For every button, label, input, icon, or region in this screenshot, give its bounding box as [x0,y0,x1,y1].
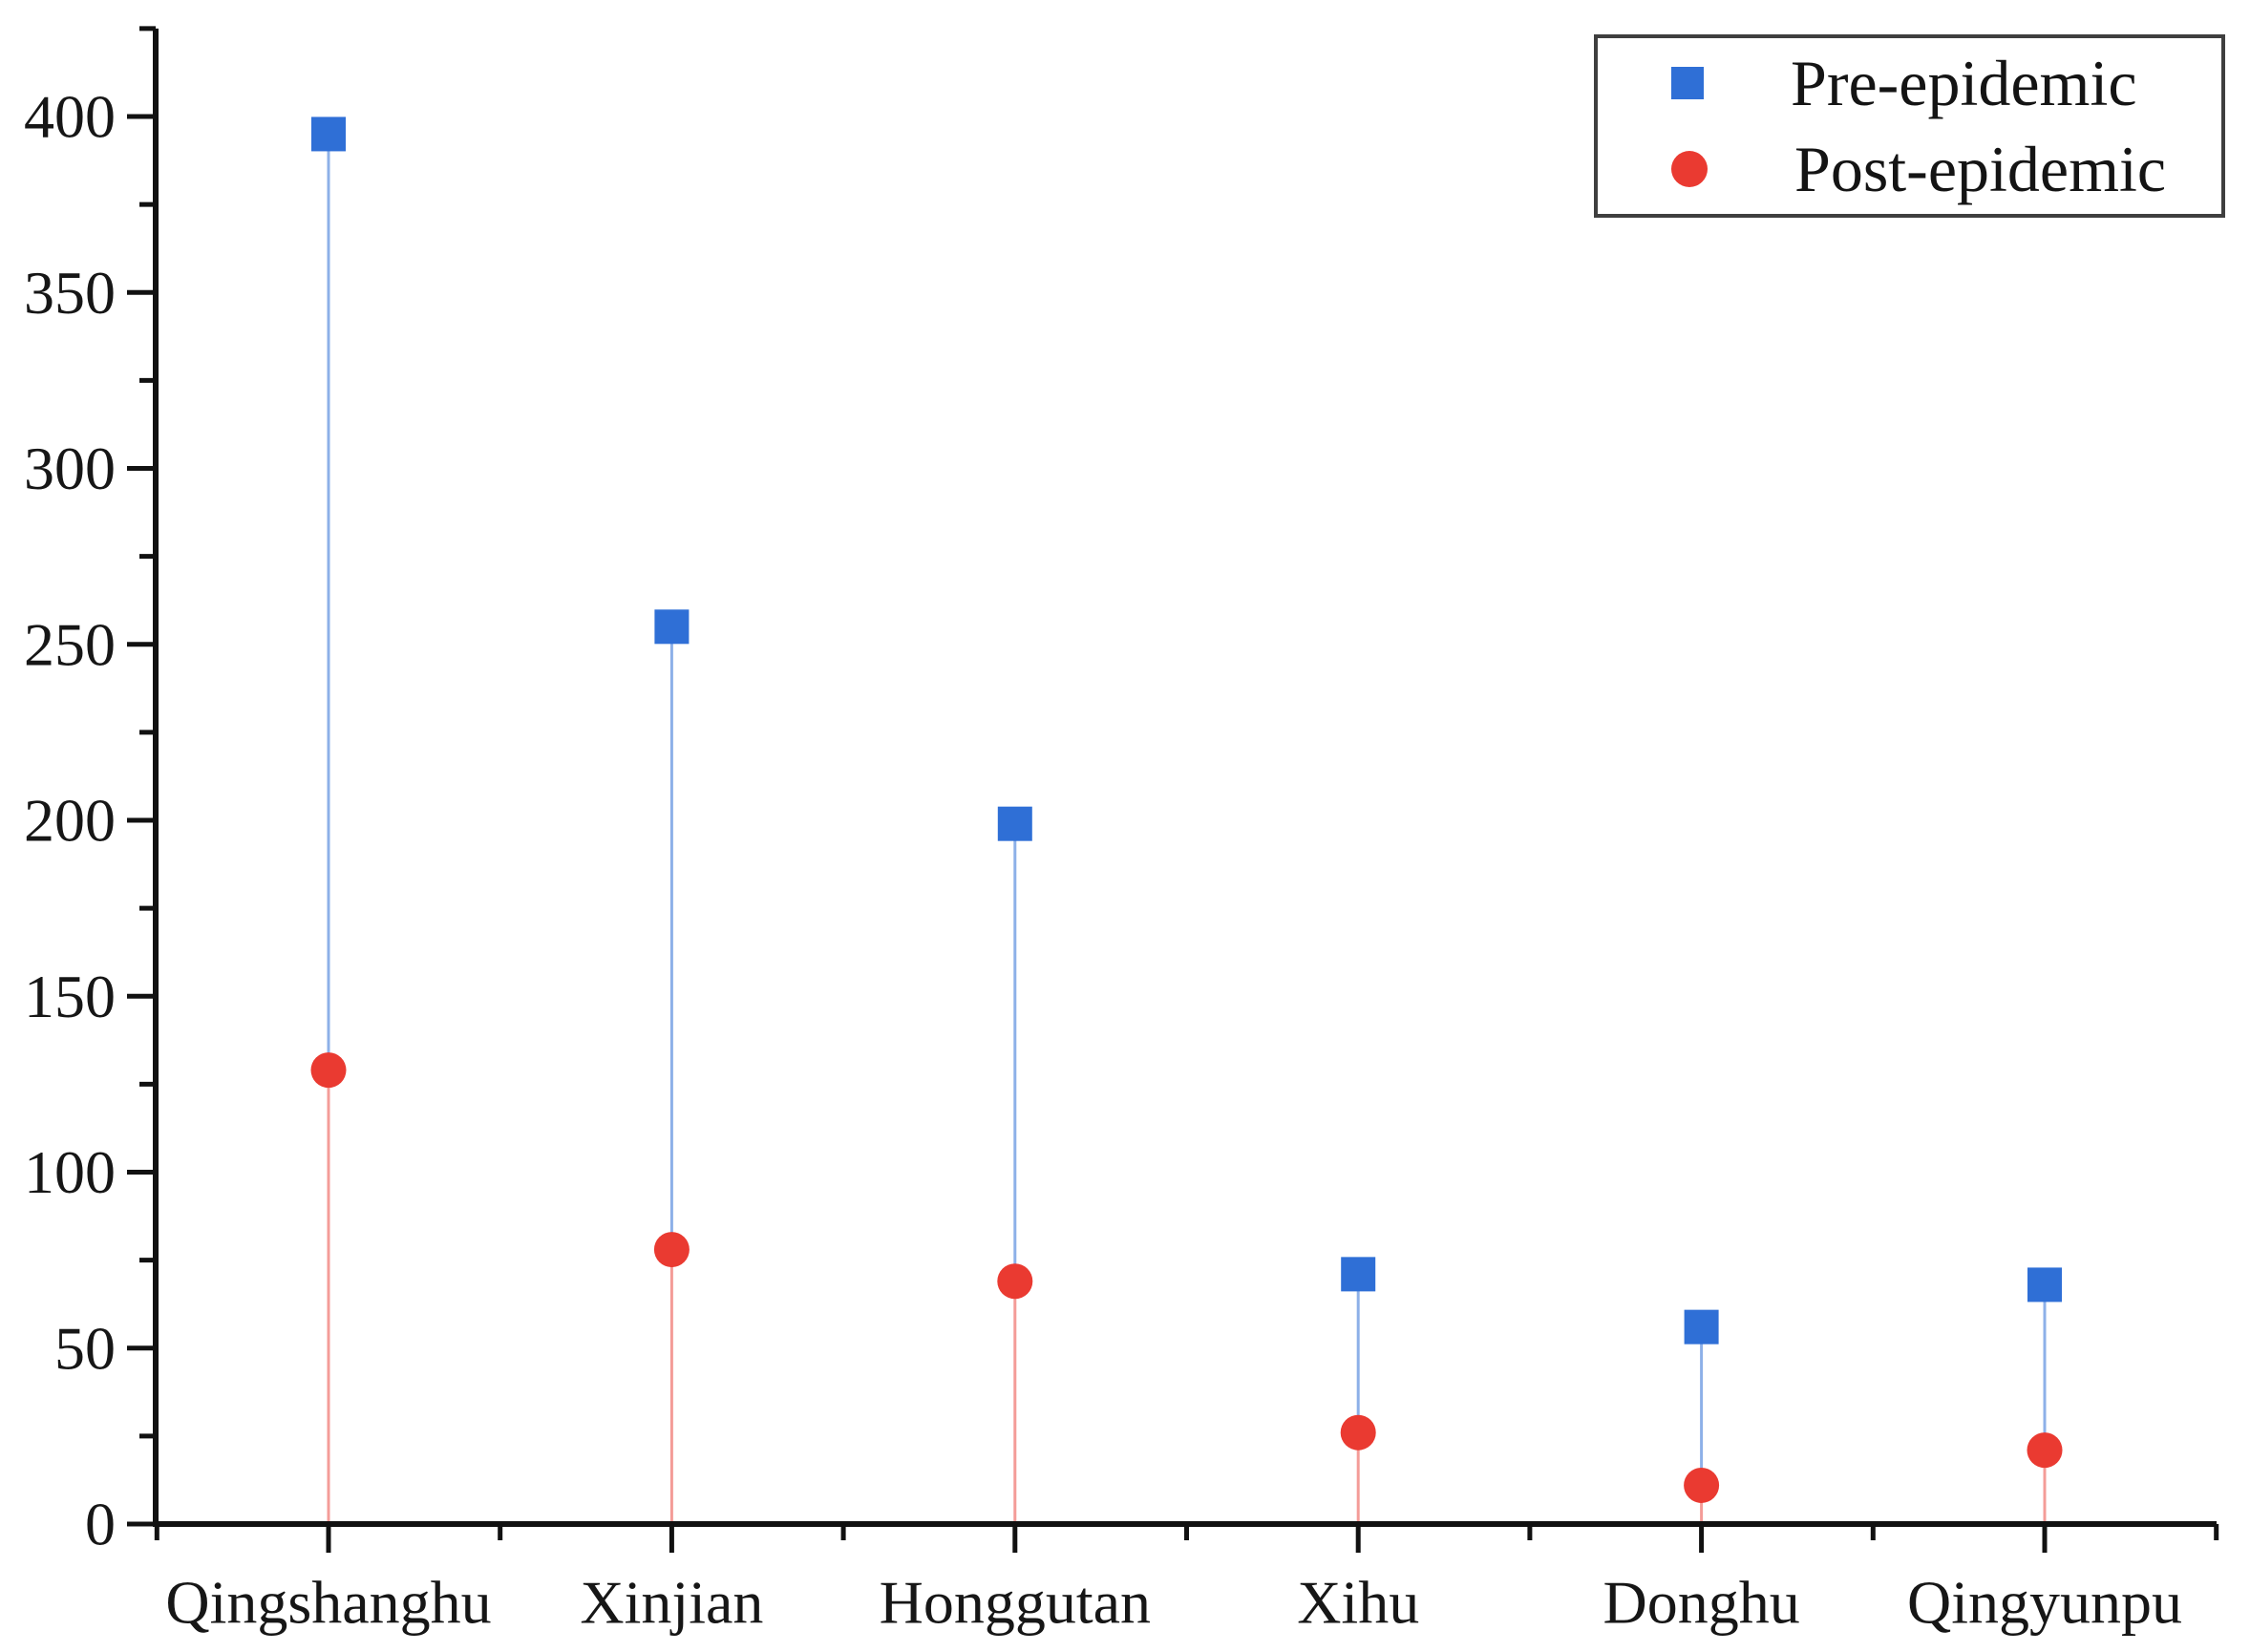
y-tick-label: 400 [24,83,116,151]
marker-post-epidemic-circle [2027,1432,2063,1469]
legend-item-post-epidemic: Post-epidemic [1598,126,2221,212]
marker-post-epidemic-circle [310,1052,347,1089]
y-tick-label: 150 [24,963,116,1030]
marker-post-epidemic-circle [1340,1414,1376,1451]
category-label: Honggutan [880,1569,1151,1637]
category-label: Xinjian [580,1569,763,1637]
marker-pre-epidemic-square [1684,1309,1719,1345]
marker-pre-epidemic-square [311,116,346,152]
marker-pre-epidemic-square [1341,1257,1376,1292]
marker-post-epidemic-circle [1684,1467,1720,1503]
circle-marker-icon [1671,151,1708,187]
marker-pre-epidemic-square [654,609,690,645]
y-tick-label: 300 [24,434,116,502]
marker-pre-epidemic-square [2027,1267,2062,1303]
y-tick-label: 250 [24,610,116,678]
category-label: Qingshanghu [165,1569,491,1637]
legend: Pre-epidemic Post-epidemic [1594,34,2225,218]
category-label: Donghu [1603,1569,1799,1637]
y-tick-label: 350 [24,259,116,327]
legend-label-post-epidemic: Post-epidemic [1794,133,2167,205]
marker-pre-epidemic-square [997,806,1032,841]
legend-label-pre-epidemic: Pre-epidemic [1791,47,2137,119]
y-tick-label: 50 [54,1314,116,1382]
y-tick-label: 200 [24,787,116,855]
legend-item-pre-epidemic: Pre-epidemic [1598,40,2221,126]
y-tick-label: 0 [85,1491,116,1558]
y-tick-label: 100 [24,1138,116,1206]
category-label: Xihu [1297,1569,1419,1637]
category-label: Qingyunpu [1907,1569,2182,1637]
marker-post-epidemic-circle [653,1232,690,1268]
marker-post-epidemic-circle [997,1263,1033,1300]
square-marker-icon [1671,67,1704,99]
